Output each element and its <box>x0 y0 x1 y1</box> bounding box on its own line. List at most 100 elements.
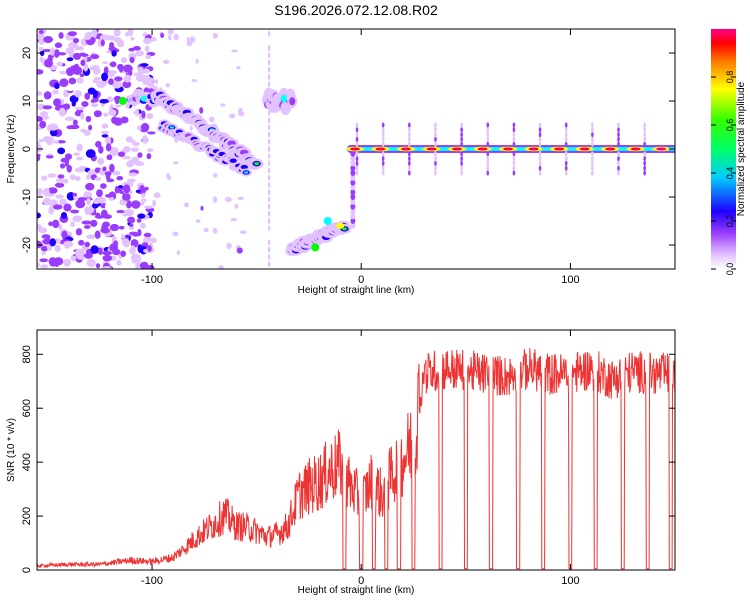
heat-cell <box>54 244 61 253</box>
heat-cell <box>83 63 89 72</box>
heat-cell <box>434 132 437 138</box>
heat-cell <box>90 99 95 103</box>
heat-cell <box>381 170 385 176</box>
heat-cell <box>350 218 356 224</box>
heat-cell <box>408 132 411 138</box>
heat-cell <box>52 140 60 144</box>
heat-cell <box>101 34 112 41</box>
heat-cell <box>42 105 53 110</box>
heat-cell <box>643 170 646 176</box>
heat-cell <box>70 124 80 130</box>
heat-cell <box>131 256 142 261</box>
heat-cell <box>75 176 81 182</box>
heat-cell <box>486 122 490 128</box>
heat-cell <box>136 74 145 82</box>
heat-cell <box>128 159 136 165</box>
heat-cell <box>165 83 170 88</box>
heat-cell <box>434 156 437 162</box>
heat-cell <box>142 238 150 243</box>
heat-cell <box>434 160 437 166</box>
heat-cell <box>460 127 463 133</box>
heat-cell <box>80 112 85 120</box>
heat-cell <box>136 218 142 223</box>
heat-cell <box>617 165 620 171</box>
spectrogram-y-label: Frequency (Hz) <box>6 115 17 184</box>
heat-cell <box>131 200 141 209</box>
heat-cell <box>189 125 193 131</box>
heat-cell <box>37 262 41 268</box>
heat-cell <box>564 136 568 142</box>
heat-cell <box>224 77 230 84</box>
heat-cell <box>129 56 135 64</box>
heat-cell <box>557 148 562 150</box>
heat-cell <box>267 138 271 145</box>
heat-cell <box>147 148 154 153</box>
heat-cell <box>617 151 620 157</box>
heat-cell <box>129 223 134 227</box>
snr-frame <box>36 329 676 571</box>
colorbar-tick-label: 0.2 <box>725 215 735 228</box>
heat-cell <box>125 136 133 143</box>
heat-cell <box>109 61 117 68</box>
heat-cell <box>66 57 74 62</box>
heat-cell <box>143 37 152 45</box>
heat-cell <box>66 164 72 173</box>
heat-cell <box>92 66 101 75</box>
heat-cell <box>48 221 53 227</box>
heat-cell <box>42 48 52 53</box>
heat-cell <box>58 32 64 39</box>
heat-cell <box>134 193 141 200</box>
heat-cell <box>582 148 587 150</box>
heat-cell <box>48 257 58 266</box>
heat-cell <box>55 194 64 199</box>
y-tick-label: 10 <box>21 95 33 107</box>
heat-cell <box>140 95 147 102</box>
heat-cell <box>350 160 356 167</box>
heat-cell <box>267 110 271 116</box>
heat-cell <box>267 254 271 260</box>
heat-cell <box>225 196 232 203</box>
heat-cell <box>129 180 134 187</box>
heat-cell <box>378 148 383 150</box>
heat-cell <box>43 197 52 206</box>
heat-cell <box>350 189 356 196</box>
y-tick-label: 0 <box>21 146 33 152</box>
heat-cell <box>643 156 646 162</box>
heat-cell <box>267 196 271 203</box>
heat-cell <box>434 141 437 147</box>
heat-cell <box>162 59 170 65</box>
heat-cell <box>234 203 239 209</box>
heat-cell <box>139 185 145 192</box>
heat-cell <box>102 61 108 65</box>
heat-cell <box>104 194 113 198</box>
heat-cell <box>123 64 133 73</box>
heat-cell <box>53 49 60 58</box>
heat-cell <box>460 122 463 128</box>
heat-cell <box>41 251 46 256</box>
heat-cell <box>67 31 77 37</box>
heat-cell <box>88 124 93 131</box>
heat-cell <box>506 148 511 150</box>
heat-cell <box>68 77 77 85</box>
heat-cell <box>191 78 198 83</box>
heat-cell <box>267 38 271 44</box>
y-tick-label: 20 <box>21 47 33 59</box>
heat-cell <box>118 225 125 230</box>
heat-cell <box>84 224 91 229</box>
x-tick-label: 0 <box>358 274 364 286</box>
heat-cell <box>105 172 111 181</box>
heat-cell <box>137 213 146 219</box>
heat-cell <box>39 258 49 263</box>
heat-cell <box>127 216 136 224</box>
heat-cell <box>350 184 356 191</box>
heat-cell <box>267 153 271 160</box>
heat-cell <box>38 46 44 52</box>
heat-cell <box>408 156 411 162</box>
heat-cell <box>120 57 128 64</box>
heat-cell <box>434 127 437 133</box>
heat-cell <box>86 234 96 240</box>
heat-cell <box>486 132 490 138</box>
snr-x-axis: -100 0 100 <box>141 330 580 587</box>
heat-cell <box>95 263 101 269</box>
